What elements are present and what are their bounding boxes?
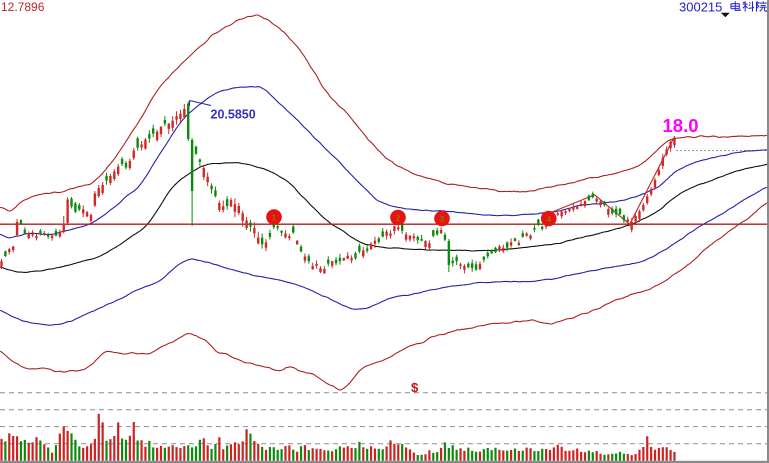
svg-text:3: 3 bbox=[440, 214, 445, 224]
svg-text:$: $ bbox=[411, 380, 419, 395]
svg-text:20.5850: 20.5850 bbox=[211, 108, 256, 122]
svg-text:1: 1 bbox=[272, 212, 277, 222]
svg-text:4: 4 bbox=[546, 214, 551, 224]
svg-text:18.0: 18.0 bbox=[663, 115, 699, 136]
svg-text:12.7896: 12.7896 bbox=[1, 0, 45, 14]
svg-text:300215: 300215 bbox=[679, 0, 722, 15]
svg-text:2: 2 bbox=[396, 213, 401, 223]
